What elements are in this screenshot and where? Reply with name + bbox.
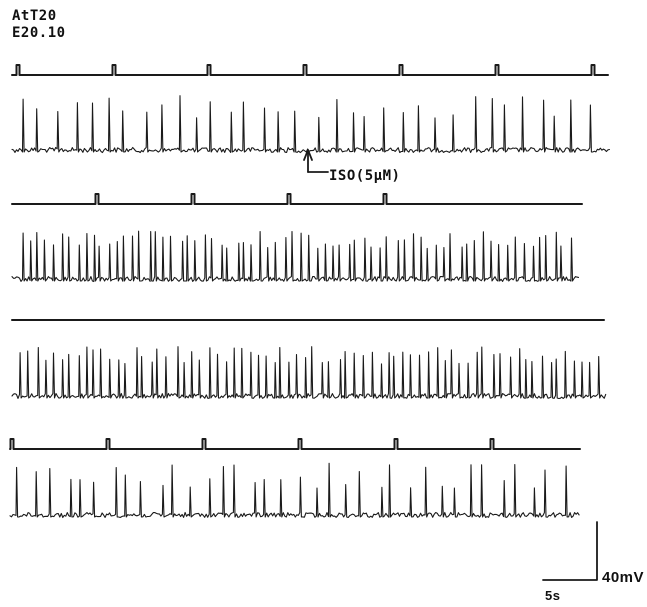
iso-arrow-head xyxy=(303,149,313,161)
scale-bar xyxy=(542,521,598,581)
iso-annotation: ISO(5μM) xyxy=(329,168,401,184)
marker-line-2 xyxy=(11,193,583,205)
title-line-1: AtT20 xyxy=(12,8,57,24)
voltage-trace-3 xyxy=(11,346,607,400)
voltage-trace-2 xyxy=(11,230,580,283)
voltage-scale-label: 40mV xyxy=(602,569,645,586)
marker-line-4 xyxy=(9,438,581,450)
voltage-trace-1 xyxy=(11,95,610,154)
marker-line-1 xyxy=(11,64,609,76)
title-line-2: E20.10 xyxy=(12,25,66,41)
time-scale-label: 5s xyxy=(545,588,561,603)
voltage-trace-4 xyxy=(9,462,580,519)
